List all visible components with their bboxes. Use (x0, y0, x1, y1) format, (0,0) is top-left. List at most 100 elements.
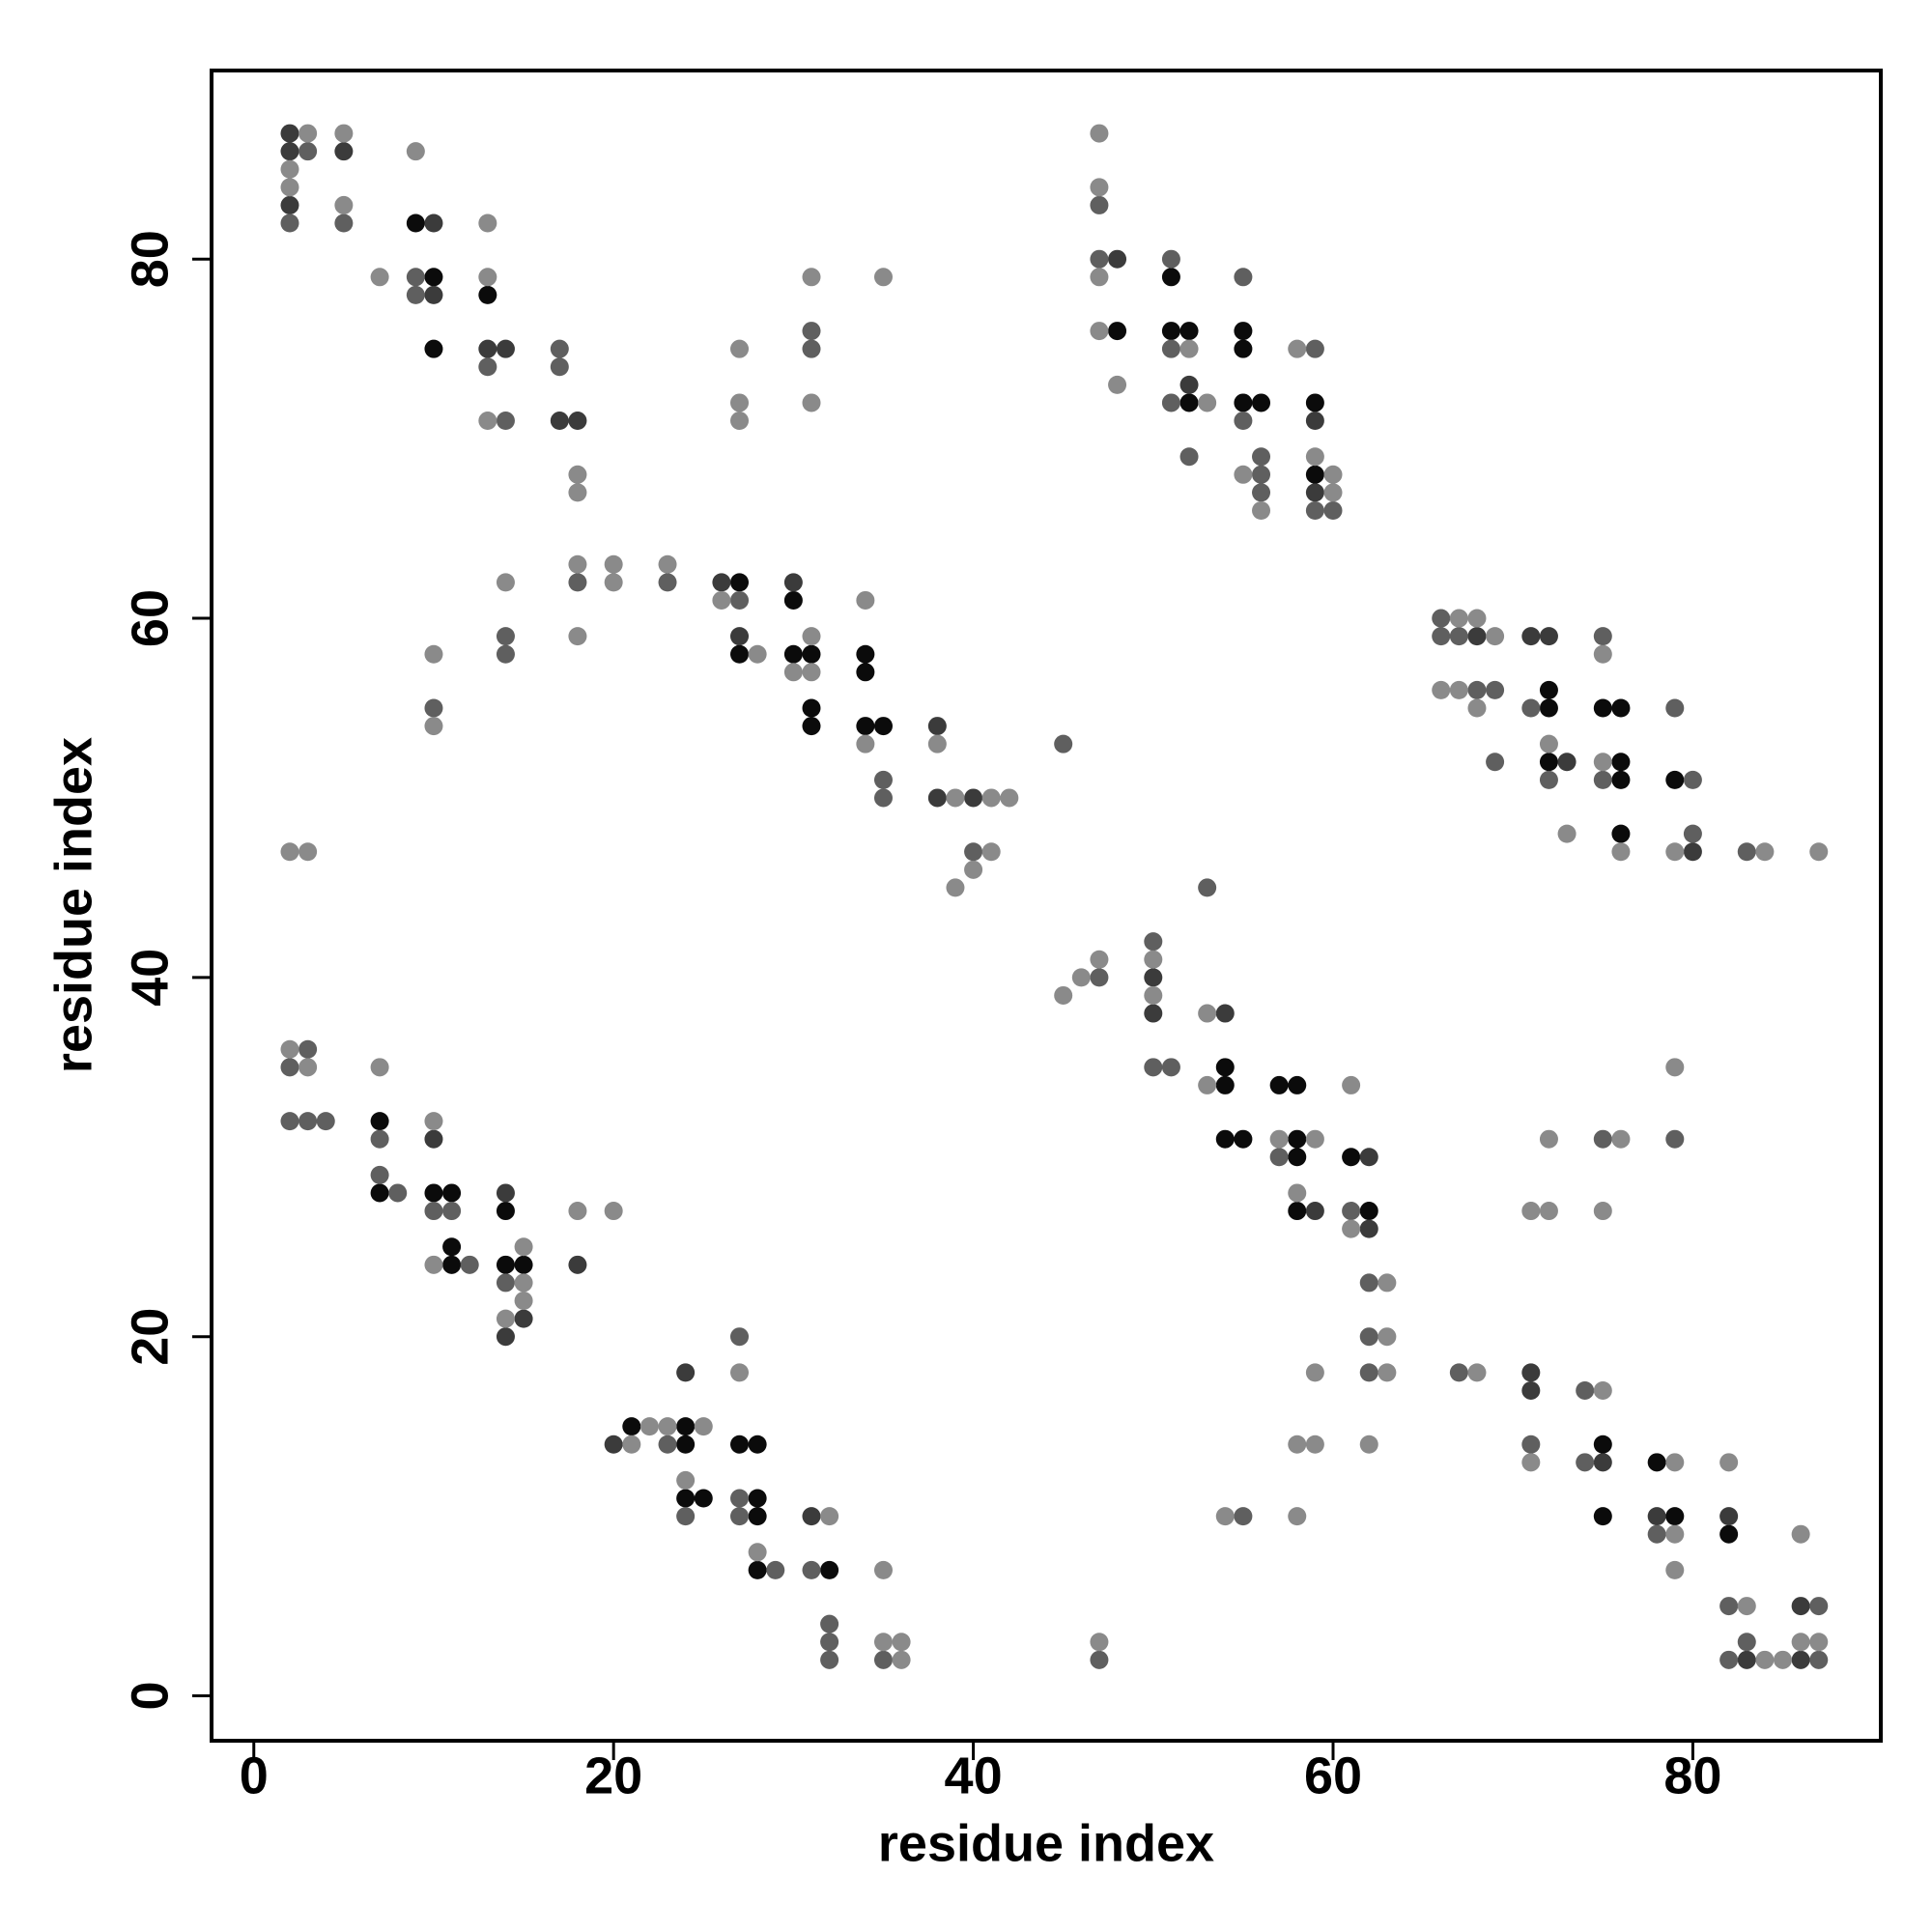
point (1557, 824, 1577, 843)
point (568, 627, 587, 646)
point (1611, 842, 1631, 862)
point (478, 357, 497, 377)
point (550, 357, 569, 377)
point (1665, 770, 1685, 789)
point (334, 124, 354, 143)
point (730, 1435, 750, 1454)
point (730, 1489, 750, 1508)
point (1090, 950, 1109, 969)
point (1234, 465, 1253, 484)
point (964, 788, 983, 808)
point (1359, 1435, 1378, 1454)
point (676, 1489, 696, 1508)
point (1521, 1380, 1541, 1400)
point (1539, 1202, 1558, 1221)
point (1179, 393, 1199, 412)
point (802, 717, 821, 736)
point (1305, 447, 1324, 467)
point (1323, 465, 1343, 484)
x-tick-label: 60 (1304, 1747, 1362, 1804)
point (1593, 1435, 1612, 1454)
point (568, 1202, 587, 1221)
point (406, 268, 425, 287)
point (1576, 1453, 1595, 1472)
x-tick-label: 80 (1663, 1747, 1721, 1804)
point (1611, 770, 1631, 789)
point (1071, 968, 1091, 987)
point (1665, 1524, 1685, 1544)
point (1791, 1650, 1810, 1669)
point (1809, 1597, 1829, 1616)
point (1288, 1129, 1307, 1149)
point (1809, 1633, 1829, 1652)
point (1359, 1219, 1378, 1238)
point (1305, 1129, 1324, 1149)
point (604, 573, 623, 592)
point (1737, 1650, 1756, 1669)
point (1198, 1004, 1217, 1023)
x-tick-label: 0 (240, 1747, 269, 1804)
point (1611, 753, 1631, 772)
point (1683, 842, 1702, 862)
point (873, 717, 893, 736)
point (820, 1560, 839, 1579)
point (748, 1507, 767, 1526)
point (1791, 1633, 1810, 1652)
point (856, 717, 875, 736)
point (442, 1183, 462, 1203)
point (748, 1435, 767, 1454)
plot-frame (210, 69, 1883, 1743)
point (1305, 500, 1324, 520)
point (802, 268, 821, 287)
point (1539, 698, 1558, 718)
point (1665, 1507, 1685, 1526)
point (1539, 753, 1558, 772)
point (1539, 1129, 1558, 1149)
point (496, 1273, 515, 1293)
point (1323, 500, 1343, 520)
point (802, 644, 821, 664)
point (856, 663, 875, 682)
point (478, 213, 497, 233)
point (1449, 1363, 1468, 1382)
point (694, 1489, 713, 1508)
point (1161, 268, 1180, 287)
point (730, 339, 750, 358)
point (1755, 1650, 1775, 1669)
point (550, 412, 569, 431)
point (927, 717, 947, 736)
point (676, 1417, 696, 1436)
point (1593, 1453, 1612, 1472)
point (1215, 1004, 1235, 1023)
point (1486, 680, 1505, 699)
point (1161, 339, 1180, 358)
point (280, 1112, 299, 1131)
point (280, 1039, 299, 1059)
point (280, 1058, 299, 1077)
point (1683, 824, 1702, 843)
point (424, 1112, 443, 1131)
point (820, 1633, 839, 1652)
point (1090, 249, 1109, 269)
point (1305, 339, 1324, 358)
point (442, 1237, 462, 1257)
y-tick-label: 60 (121, 589, 179, 647)
point (1090, 322, 1109, 341)
point (1593, 753, 1612, 772)
point (856, 644, 875, 664)
point (1234, 339, 1253, 358)
point (478, 285, 497, 304)
point (1521, 1435, 1541, 1454)
point (334, 142, 354, 161)
point (1486, 753, 1505, 772)
point (280, 178, 299, 197)
point (658, 1435, 677, 1454)
point (424, 698, 443, 718)
point (1144, 985, 1163, 1005)
point (1144, 968, 1163, 987)
point (1719, 1507, 1739, 1526)
point (1252, 465, 1271, 484)
point (424, 717, 443, 736)
point (604, 1435, 623, 1454)
point (1108, 375, 1127, 394)
